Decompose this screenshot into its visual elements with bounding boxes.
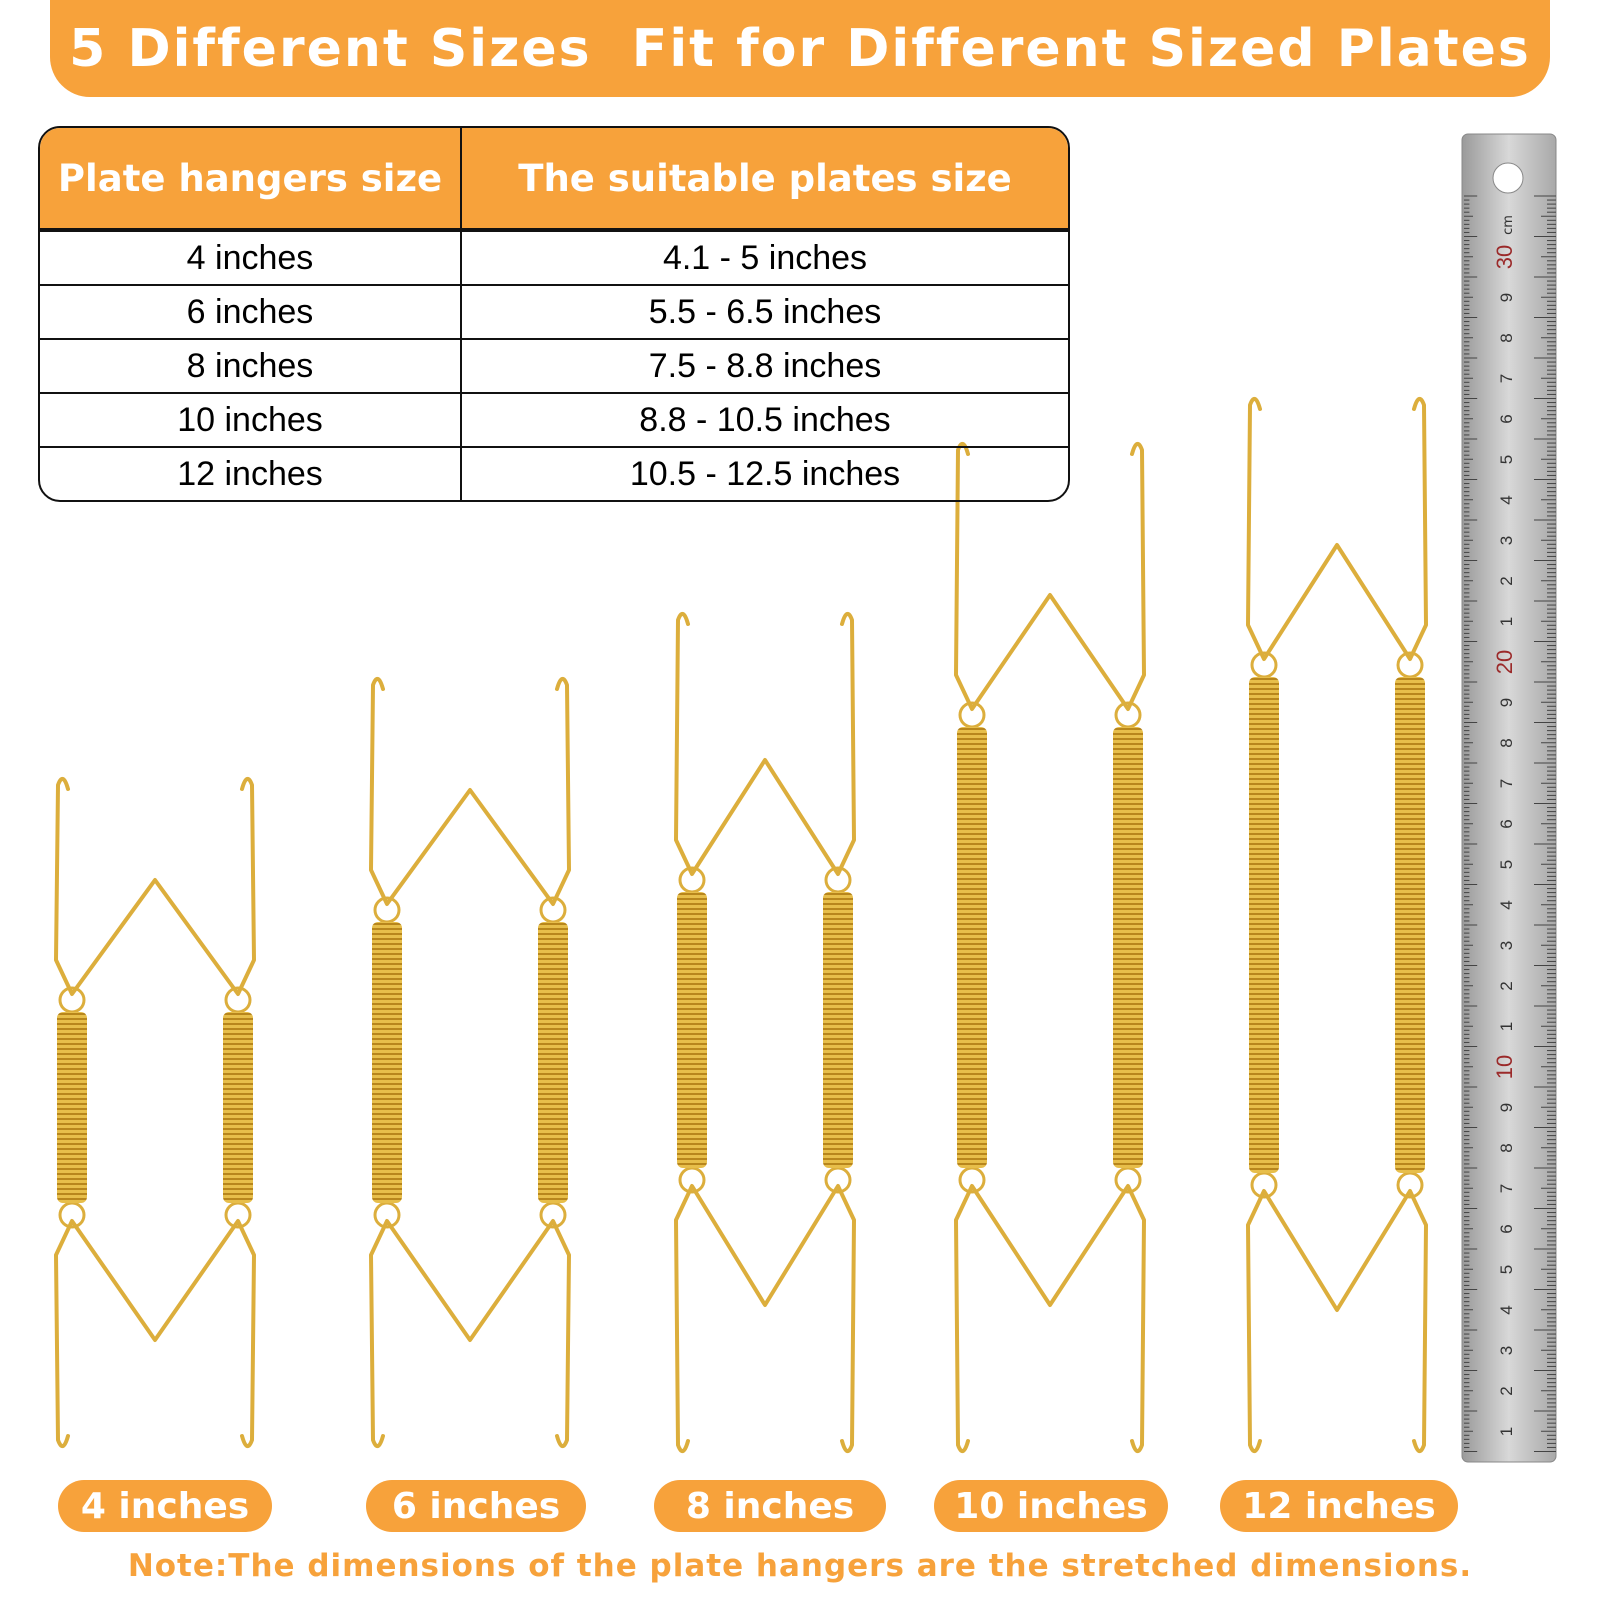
hanger-spring (57, 1012, 87, 1203)
size-label: 4 inches (58, 1480, 272, 1532)
hanger-wire (674, 1184, 856, 1453)
ruler-label: 1 (1497, 1427, 1516, 1436)
ruler-label: 5 (1497, 860, 1516, 869)
ruler-label: 10 (1492, 1055, 1517, 1079)
cell: 4 inches (40, 230, 462, 284)
ruler-label: 5 (1497, 455, 1516, 464)
ruler-label: 6 (1497, 819, 1516, 828)
header-row: Plate hangers size The suitable plates si… (40, 128, 1068, 230)
hanger-wire (1246, 397, 1428, 661)
ruler-label: 9 (1497, 1103, 1516, 1112)
title-banner: 5 Different Sizes Fit for Different Size… (50, 0, 1550, 97)
row: 10 inches 8.8 - 10.5 inches (40, 392, 1068, 446)
row: 12 inches 10.5 - 12.5 inches (40, 446, 1068, 500)
hanger-spring (1395, 677, 1425, 1173)
ruler-label: 9 (1497, 698, 1516, 707)
cell: 10.5 - 12.5 inches (462, 446, 1068, 500)
hanger-wire (1246, 1189, 1428, 1453)
size-label: 6 inches (366, 1480, 586, 1532)
ruler-label: 3 (1497, 1346, 1516, 1355)
ruler-label: 7 (1497, 374, 1516, 383)
hanger-spring (1249, 677, 1279, 1173)
hanger-wire (674, 612, 856, 876)
ruler-label: 4 (1497, 1305, 1516, 1314)
hanger-wire (369, 1219, 571, 1448)
hanger-wire (954, 1184, 1146, 1453)
ruler-label: 7 (1497, 1184, 1516, 1193)
ruler-hole (1492, 162, 1524, 194)
cell: 4.1 - 5 inches (462, 230, 1068, 284)
hanger-spring (823, 892, 853, 1168)
ruler-label: 3 (1497, 941, 1516, 950)
cell: 5.5 - 6.5 inches (462, 284, 1068, 338)
cell: 7.5 - 8.8 inches (462, 338, 1068, 392)
cell: 8.8 - 10.5 inches (462, 392, 1068, 446)
row: 6 inches 5.5 - 6.5 inches (40, 284, 1068, 338)
hanger-spring (1113, 727, 1143, 1168)
ruler-label: 7 (1497, 779, 1516, 788)
ruler-label: 6 (1497, 1224, 1516, 1233)
ruler-label: 6 (1497, 414, 1516, 423)
size-label: 12 inches (1220, 1480, 1458, 1532)
note: Note:The dimensions of the plate hangers… (127, 1548, 1473, 1584)
hanger-spring (372, 922, 402, 1203)
ruler-label: 9 (1497, 293, 1516, 302)
ruler-label: 20 (1492, 650, 1517, 674)
cell: 8 inches (40, 338, 462, 392)
ruler-label: 4 (1497, 495, 1516, 504)
header-cell: The suitable plates size (462, 128, 1068, 230)
ruler-label: 3 (1497, 536, 1516, 545)
ruler-label: 4 (1497, 900, 1516, 909)
ruler-label: 2 (1497, 1386, 1516, 1395)
hanger-spring (957, 727, 987, 1168)
ruler-label: 8 (1497, 1143, 1516, 1152)
ruler-label: 8 (1497, 333, 1516, 342)
cell: 10 inches (40, 392, 462, 446)
ruler-label: 1 (1497, 617, 1516, 626)
ruler-label: 5 (1497, 1265, 1516, 1274)
row: 4 inches 4.1 - 5 inches (40, 230, 1068, 284)
hanger-spring (538, 922, 568, 1203)
cell: 6 inches (40, 284, 462, 338)
ruler (1461, 133, 1557, 1463)
hanger-spring (677, 892, 707, 1168)
size-label: 10 inches (934, 1480, 1168, 1532)
hanger-wire (369, 677, 571, 906)
ruler-label: 1 (1497, 1022, 1516, 1031)
ruler-label: 2 (1497, 981, 1516, 990)
hanger-wire (54, 777, 256, 996)
size-label: 8 inches (654, 1480, 886, 1532)
ruler-label: 30 (1492, 245, 1517, 269)
cell: 12 inches (40, 446, 462, 500)
row: 8 inches 7.5 - 8.8 inches (40, 338, 1068, 392)
hanger-spring (223, 1012, 253, 1203)
hanger-wire (954, 442, 1146, 711)
ruler-label: 2 (1497, 576, 1516, 585)
header-cell: Plate hangers size (40, 128, 462, 230)
size-table: Plate hangers size The suitable plates si… (38, 126, 1070, 502)
ruler-label: 8 (1497, 738, 1516, 747)
ruler-unit: cm (1501, 215, 1516, 235)
hanger-wire (54, 1219, 256, 1448)
